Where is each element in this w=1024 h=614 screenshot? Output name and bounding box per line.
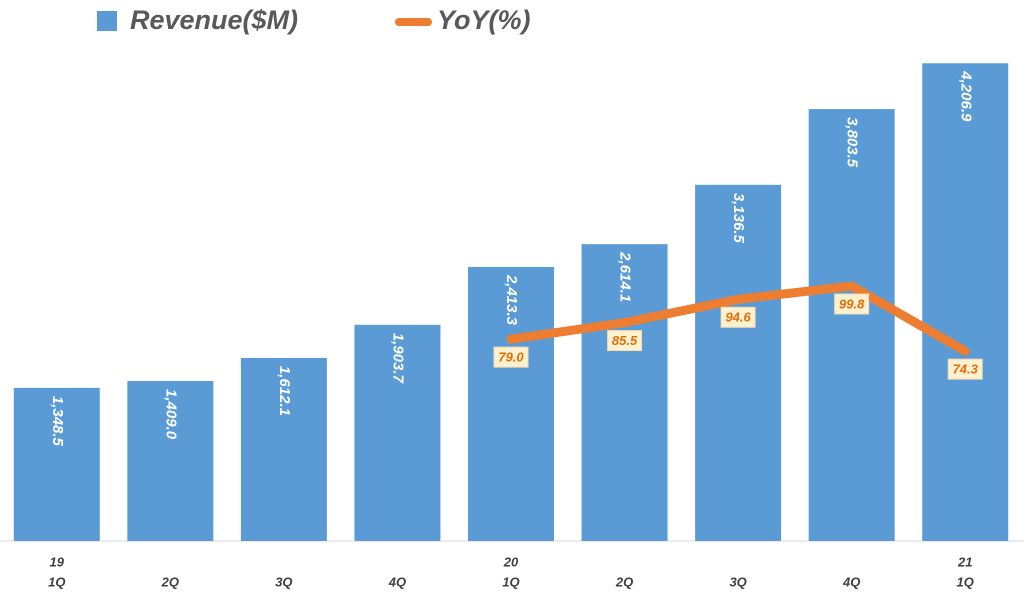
label-box [607, 330, 643, 352]
label-box [493, 346, 529, 368]
line-value-text: 94.6 [725, 310, 751, 325]
bar-value-label: 2,614.1 [617, 251, 634, 302]
x-tick-label: 2Q [161, 574, 179, 589]
legend-swatch [97, 11, 117, 31]
bar [13, 387, 100, 541]
x-tick-label: 4Q [842, 574, 860, 589]
x-tick-label: 1Q [48, 574, 65, 589]
line-value-text: 74.3 [953, 362, 979, 377]
line [506, 281, 970, 356]
x-tick-label: 3Q [729, 574, 746, 589]
bar-value-label: 3,136.5 [730, 193, 747, 244]
legend-label: YoY(%) [437, 5, 531, 35]
bar-value-label: 3,803.5 [844, 117, 861, 168]
x-tick-label: 4Q [388, 574, 406, 589]
x-tick-label: 21 [957, 554, 972, 569]
line-value-label: 99.8 [834, 293, 870, 315]
line-value-label: 74.3 [947, 358, 983, 380]
x-tick-label: 20 [503, 554, 519, 569]
bar [922, 63, 1009, 541]
label-box [947, 358, 983, 380]
label-box [720, 306, 756, 328]
x-tick-label: 1Q [957, 574, 974, 589]
bar [581, 244, 668, 541]
bar-value-label: 1,348.5 [49, 396, 66, 447]
x-tick-label: 19 [50, 554, 65, 569]
bar [240, 357, 327, 541]
bar-value-label: 1,409.0 [162, 389, 179, 440]
bar-value-label: 4,206.9 [957, 70, 974, 122]
line-value-label: 94.6 [720, 306, 756, 328]
label-box [834, 293, 870, 315]
bar [354, 324, 441, 541]
x-tick-label: 2Q [615, 574, 633, 589]
bar-value-label: 2,413.3 [503, 274, 520, 326]
bar-value-label: 1,612.1 [276, 366, 293, 416]
line-value-label: 79.0 [493, 346, 529, 368]
legend-label: Revenue($M) [130, 5, 298, 35]
line-value-label: 85.5 [607, 330, 643, 352]
bar-value-label: 1,903.7 [389, 333, 406, 384]
line-value-text: 99.8 [839, 296, 865, 311]
line-value-text: 79.0 [498, 350, 524, 365]
x-tick-label: 3Q [275, 574, 292, 589]
x-tick-label: 1Q [502, 574, 519, 589]
bar [808, 109, 895, 542]
bar [127, 381, 214, 541]
bar [695, 184, 782, 541]
bar [468, 266, 554, 541]
line-value-text: 85.5 [612, 333, 638, 348]
